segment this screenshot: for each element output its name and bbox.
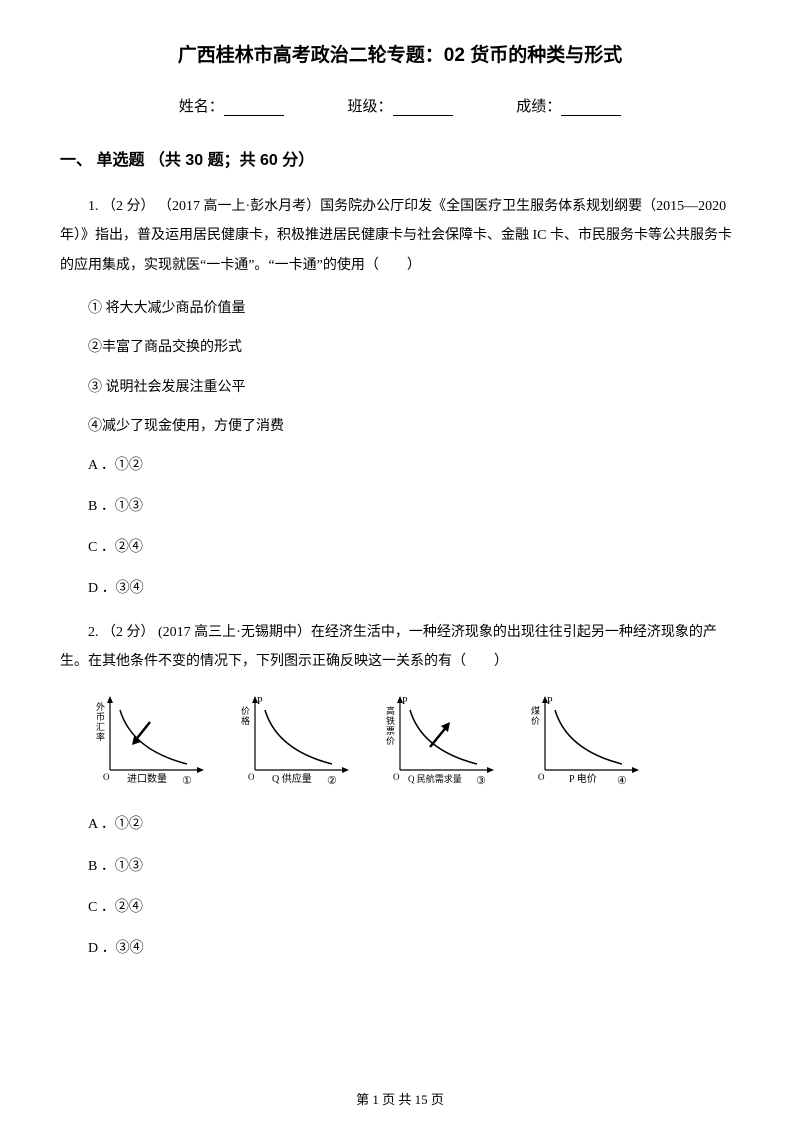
q2-choice-b: B ．①③	[60, 854, 740, 879]
chart4-x: P 电价	[569, 772, 597, 785]
chart4-p: P	[547, 696, 553, 707]
chart2-o: O	[248, 772, 255, 782]
chart2-num: ②	[327, 775, 337, 787]
chart1-y3: 汇	[96, 722, 105, 732]
chart1-o: O	[103, 772, 110, 782]
q1-body: 1. （2 分） （2017 高一上·彭水月考）国务院办公厅印发《全国医疗卫生服…	[60, 192, 740, 280]
q2-body: 2. （2 分） (2017 高三上·无锡期中）在经济生活中，一种经济现象的出现…	[60, 618, 740, 677]
chart-3: P 高 铁 票 价 O Q 民航需求量 ③	[382, 692, 497, 792]
q1-choice-c: C ．②④	[60, 535, 740, 560]
chart-4: P 煤 价 O P 电价 ④	[527, 692, 642, 792]
chart-2: P 价 格 O Q 供应量 ②	[237, 692, 352, 792]
q1-opt4: ④减少了现金使用，方便了消费	[60, 414, 740, 439]
chart4-y2: 价	[531, 716, 540, 726]
class-label: 班级：	[347, 95, 392, 116]
q1-opt1: ① 将大大减少商品价值量	[60, 296, 740, 321]
chart4-y1: 煤	[531, 705, 540, 716]
q1-choice-d: D ．③④	[60, 576, 740, 601]
chart3-y3: 票	[386, 726, 395, 736]
chart3-x: Q 民航需求量	[408, 773, 462, 784]
chart1-num: ①	[182, 775, 192, 787]
q1-opt3: ③ 说明社会发展注重公平	[60, 375, 740, 400]
chart3-num: ③	[476, 775, 486, 787]
page-footer: 第 1 页 共 15 页	[0, 1089, 800, 1108]
document-title: 广西桂林市高考政治二轮专题：02 货币的种类与形式	[60, 40, 740, 67]
name-label: 姓名：	[179, 95, 224, 116]
chart2-y1: 价	[241, 706, 250, 716]
chart4-num: ④	[617, 775, 627, 787]
q1-choice-b: B ．①③	[60, 494, 740, 519]
chart3-p: P	[402, 696, 408, 707]
chart3-y1: 高	[386, 705, 395, 716]
score-blank	[561, 115, 621, 116]
chart1-x: 进口数量	[127, 772, 167, 785]
q1-opt2: ②丰富了商品交换的形式	[60, 335, 740, 360]
q2-choice-a: A ．①②	[60, 812, 740, 837]
q2-choice-c: C ．②④	[60, 895, 740, 920]
chart-1: 外 币 汇 率 O 进口数量 ①	[92, 692, 207, 792]
score-label: 成绩：	[516, 95, 561, 116]
info-row: 姓名： 班级： 成绩：	[60, 95, 740, 116]
charts-row: 外 币 汇 率 O 进口数量 ① P 价 格 O Q 供应量 ② P 高 铁 票…	[92, 692, 740, 792]
chart3-o: O	[393, 772, 400, 782]
q1-choice-a: A ．①②	[60, 453, 740, 478]
chart3-y2: 铁	[386, 715, 395, 726]
name-blank	[224, 115, 284, 116]
chart1-y1: 外	[96, 701, 105, 712]
chart1-y2: 币	[96, 712, 105, 722]
section-header: 一、 单选题 （共 30 题；共 60 分）	[60, 146, 740, 170]
q2-choice-d: D ．③④	[60, 936, 740, 961]
chart2-p: P	[257, 696, 263, 707]
chart2-x: Q 供应量	[272, 772, 312, 785]
chart2-y2: 格	[241, 715, 250, 726]
class-blank	[393, 115, 453, 116]
chart3-y4: 价	[386, 736, 395, 746]
chart1-y4: 率	[96, 731, 105, 742]
chart4-o: O	[538, 772, 545, 782]
